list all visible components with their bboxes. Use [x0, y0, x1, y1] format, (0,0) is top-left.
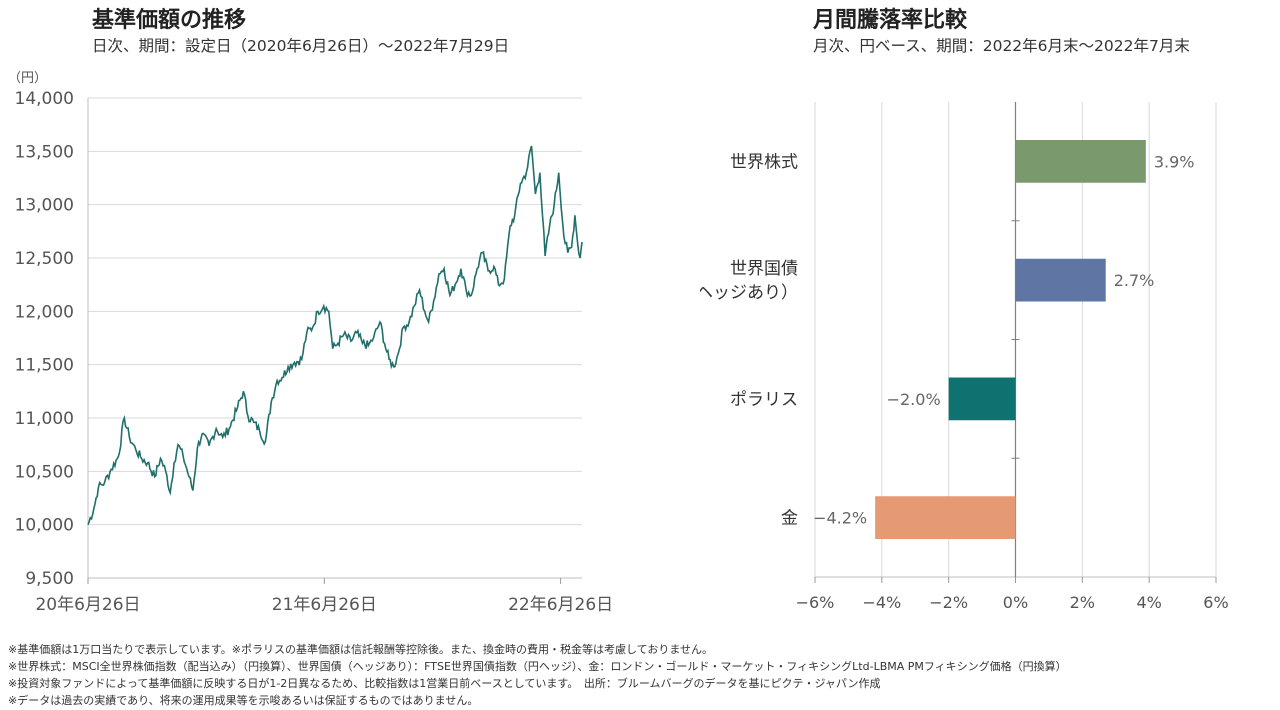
category-label: 世界株式: [730, 152, 798, 172]
bar-value-label: −2.0%: [887, 390, 941, 409]
x-tick-label: 4%: [1136, 593, 1161, 612]
footnote: ※世界株式：MSCI全世界株価指数（配当込み）（円換算）、世界国債（ヘッジあり）…: [8, 660, 1067, 673]
bar-value-label: 3.9%: [1154, 152, 1195, 171]
x-tick-label: −4%: [862, 593, 901, 612]
category-label: （ヘッジあり）: [700, 283, 798, 303]
bar-chart-title: 月間騰落率比較: [813, 8, 968, 33]
bar: [875, 496, 1016, 539]
y-tick-label: 10,500: [15, 462, 74, 482]
bar-chart-bars: [875, 140, 1146, 539]
y-tick-label: 9,500: [25, 569, 74, 589]
line-chart-y-ticks: 9,500 10,000 10,500 11,000 11,500 12,000 12,50…: [15, 89, 74, 589]
line-chart-gridlines: [88, 97, 582, 579]
line-chart-subtitle: 日次、期間：設定日（2020年6月26日）〜2022年7月29日: [92, 37, 510, 55]
line-chart-y-unit-label: （円）: [8, 71, 47, 86]
x-tick-label: 0%: [1003, 593, 1028, 612]
y-tick-label: 10,000: [15, 516, 74, 536]
bar-chart-subtitle: 月次、円ベース、期間：2022年6月末〜2022年7月末: [813, 37, 1190, 55]
x-tick-label: −6%: [796, 593, 835, 612]
x-tick-label: 21年6月26日: [272, 595, 377, 615]
x-tick-label: 2%: [1070, 593, 1095, 612]
category-label: 世界国債: [730, 259, 798, 279]
footnote: ※投資対象ファンドによって基準価額に反映する日が1-2日異なるため、比較指数は1…: [8, 677, 881, 690]
footnote: ※データは過去の実績であり、将来の運用成果等を示唆あるいは保証するものではありま…: [8, 694, 479, 707]
x-tick-label: 6%: [1203, 593, 1228, 612]
bar: [1015, 258, 1106, 302]
bar-value-label: 2.7%: [1114, 271, 1155, 290]
bar-chart-value-labels: 3.9% 2.7% −2.0% −4.2%: [813, 152, 1194, 527]
x-tick-label: 22年6月26日: [508, 595, 613, 615]
line-chart: 9,500 10,000 10,500 11,000 11,500 12,000 12,50…: [8, 71, 613, 615]
line-chart-axes: [87, 98, 582, 579]
footnote: ※基準価額は1万口当たりで表示しています。※ポラリスの基準価額は信託報酬等控除後…: [8, 643, 714, 656]
x-tick-label: −2%: [929, 593, 968, 612]
footnotes: ※基準価額は1万口当たりで表示しています。※ポラリスの基準価額は信託報酬等控除後…: [8, 641, 1067, 709]
y-tick-label: 12,500: [15, 249, 74, 269]
bar: [948, 377, 1016, 421]
line-chart-title: 基準価額の推移: [92, 8, 247, 33]
y-tick-label: 11,500: [15, 356, 74, 376]
x-tick-label: 20年6月26日: [35, 595, 140, 615]
bar-value-label: −4.2%: [813, 509, 867, 528]
nav-line-series: [87, 145, 583, 525]
category-label: ポラリス: [730, 390, 798, 410]
bar-chart-x-ticks: −6% −4% −2% 0% 2% 4% 6%: [796, 577, 1229, 612]
y-tick-label: 13,500: [15, 142, 74, 162]
y-tick-label: 12,000: [15, 302, 74, 322]
bar: [1015, 140, 1146, 183]
category-label: 金: [781, 509, 798, 529]
y-tick-label: 14,000: [15, 89, 74, 109]
line-chart-x-ticks: 20年6月26日 21年6月26日 22年6月26日: [35, 578, 613, 615]
y-tick-label: 11,000: [15, 409, 74, 429]
y-tick-label: 13,000: [15, 196, 74, 216]
bar-chart: 3.9%2.7%−2.0%−4.2% 世界株式世界国債（ヘッジあり）ポラリス金 …: [700, 102, 1229, 612]
